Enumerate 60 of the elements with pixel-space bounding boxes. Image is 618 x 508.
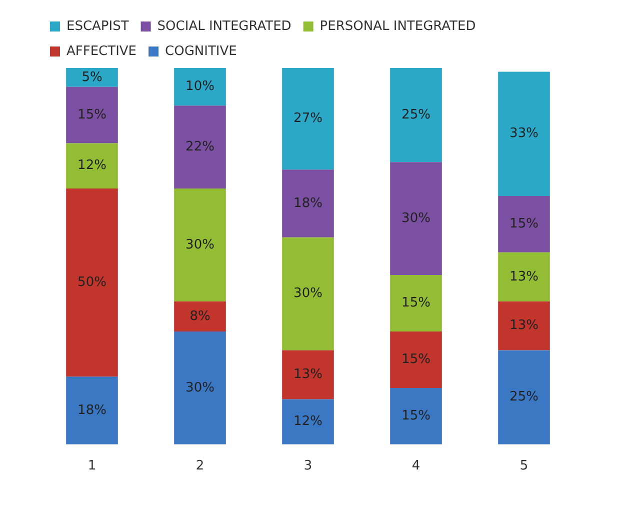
bar — [498, 301, 550, 350]
data-label: 30% — [294, 286, 322, 302]
bar — [498, 252, 550, 302]
data-label: 13% — [510, 318, 538, 334]
data-label: 15% — [78, 107, 106, 122]
data-label: 22% — [186, 139, 214, 154]
data-label: 15% — [510, 216, 538, 232]
data-label: 13% — [294, 367, 322, 382]
bar — [390, 388, 442, 444]
data-label: 5% — [82, 70, 102, 85]
legend-label: COGNITIVE — [165, 44, 237, 59]
data-label: 50% — [78, 274, 106, 290]
legend-label: ESCAPIST — [66, 18, 129, 34]
bar — [174, 106, 226, 188]
bar — [498, 196, 550, 252]
bar — [282, 170, 334, 238]
bar — [174, 331, 226, 444]
bar — [498, 350, 550, 444]
data-label: 27% — [294, 111, 322, 126]
x-tick-label: 1 — [88, 458, 96, 474]
bar — [174, 301, 226, 332]
data-label: 18% — [78, 402, 106, 418]
bar — [66, 143, 118, 188]
bar — [282, 350, 334, 400]
data-label: 12% — [294, 414, 322, 430]
x-tick-label: 5 — [520, 458, 528, 474]
bar — [282, 237, 334, 350]
bar — [282, 68, 334, 170]
data-label: 10% — [186, 79, 214, 94]
bar — [174, 68, 226, 106]
data-label: 30% — [402, 210, 430, 226]
data-label: 25% — [510, 390, 538, 405]
data-label: 12% — [78, 158, 106, 174]
x-tick-label: 3 — [304, 458, 312, 474]
legend-label: AFFECTIVE — [66, 44, 137, 59]
bar — [498, 72, 550, 196]
bar — [66, 68, 118, 87]
data-label: 25% — [402, 107, 430, 122]
bar — [390, 162, 442, 276]
bar — [390, 275, 442, 332]
bar — [390, 331, 442, 388]
x-tick-label: 2 — [196, 458, 204, 474]
x-tick-label: 4 — [412, 458, 420, 474]
bar — [174, 188, 226, 302]
data-label: 15% — [402, 296, 430, 311]
data-label: 8% — [190, 308, 210, 324]
bar — [66, 188, 118, 377]
bar — [66, 376, 118, 444]
bar — [390, 68, 442, 162]
data-label: 30% — [186, 237, 214, 252]
data-label: 13% — [510, 269, 538, 284]
bar — [282, 399, 334, 444]
data-label: 18% — [294, 196, 322, 211]
data-label: 30% — [186, 380, 214, 396]
legend-label: PERSONAL INTEGRATED — [320, 18, 476, 34]
legend-label: SOCIAL INTEGRATED — [157, 18, 292, 34]
data-label: 15% — [402, 352, 430, 368]
bar — [66, 86, 118, 144]
data-label: 33% — [510, 126, 538, 142]
data-label: 15% — [402, 408, 430, 424]
